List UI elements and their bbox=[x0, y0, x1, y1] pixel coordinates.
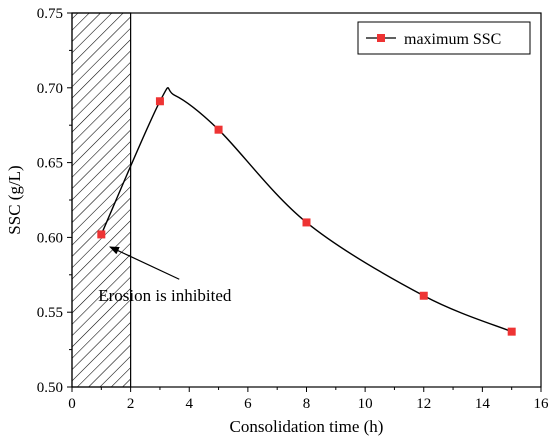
data-point-5 bbox=[419, 291, 428, 300]
y-tick-label-0.75: 0.75 bbox=[37, 6, 63, 22]
y-axis-title: SSC (g/L) bbox=[5, 165, 24, 234]
plot-frame-layer bbox=[71, 12, 542, 388]
x-tick-label-6: 6 bbox=[244, 396, 252, 412]
plot-frame bbox=[71, 12, 542, 388]
legend-label: maximum SSC bbox=[404, 31, 501, 48]
x-axis-title: Consolidation time (h) bbox=[230, 417, 384, 436]
x-tick-label-0: 0 bbox=[68, 396, 76, 412]
axis-ticks-layer: 0 2 4 6 8 10 12 14 16 0.50 0.55 0.60 0.65 0.70 0.75 bbox=[37, 6, 549, 412]
y-tick-label-0.60: 0.60 bbox=[37, 230, 63, 246]
x-tick-label-2: 2 bbox=[127, 396, 135, 412]
annotation-arrow bbox=[109, 246, 180, 280]
annotation-layer: Erosion is inhibited bbox=[98, 246, 232, 305]
annotation-text: Erosion is inhibited bbox=[98, 286, 232, 305]
y-tick-label-0.55: 0.55 bbox=[37, 305, 63, 321]
legend-marker-sample bbox=[377, 34, 385, 42]
x-tick-label-10: 10 bbox=[358, 396, 373, 412]
data-point-4 bbox=[302, 218, 311, 227]
x-tick-label-4: 4 bbox=[186, 396, 194, 412]
x-tick-label-8: 8 bbox=[303, 396, 311, 412]
data-point-1 bbox=[97, 230, 106, 239]
x-tick-label-16: 16 bbox=[534, 396, 550, 412]
y-tick-label-0.50: 0.50 bbox=[37, 380, 63, 396]
data-point-6 bbox=[507, 327, 516, 336]
legend: maximum SSC bbox=[357, 21, 531, 55]
hatched-region-layer bbox=[71, 12, 132, 388]
data-point-3 bbox=[214, 125, 223, 134]
data-point-2 bbox=[155, 97, 164, 106]
x-tick-label-12: 12 bbox=[416, 396, 431, 412]
y-tick-label-0.70: 0.70 bbox=[37, 81, 63, 97]
y-tick-label-0.65: 0.65 bbox=[37, 156, 63, 172]
x-tick-label-14: 14 bbox=[475, 396, 491, 412]
data-point-layer bbox=[97, 97, 516, 336]
hatched-region bbox=[71, 12, 132, 388]
